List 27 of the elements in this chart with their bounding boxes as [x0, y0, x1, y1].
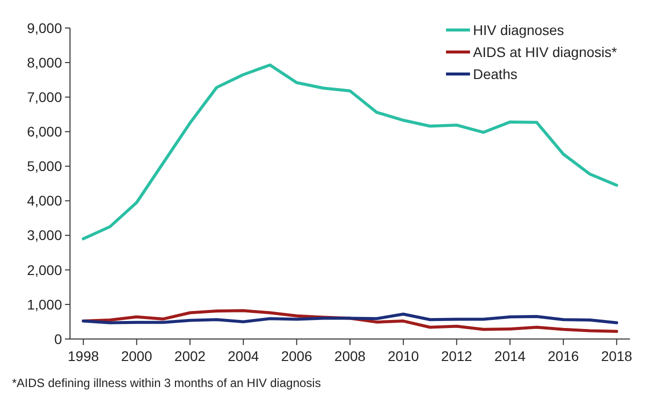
legend-label: Deaths [473, 66, 518, 82]
y-tick-label: 6,000 [26, 124, 62, 140]
x-tick-label: 2014 [494, 348, 526, 364]
x-tick-label: 1998 [68, 348, 100, 364]
x-tick-label: 2008 [334, 348, 366, 364]
legend-label: AIDS at HIV diagnosis* [473, 44, 618, 60]
y-tick-label: 2,000 [26, 262, 62, 278]
x-tick-label: 2006 [281, 348, 312, 364]
x-tick-label: 2004 [228, 348, 260, 364]
y-tick-label: 1,000 [26, 296, 62, 312]
x-tick-label: 2018 [601, 348, 632, 364]
y-tick-label: 7,000 [26, 89, 62, 106]
y-tick-label: 0 [54, 330, 62, 347]
y-tick-label: 5,000 [26, 158, 62, 174]
line-series [82, 63, 618, 240]
y-tick-label: 4,000 [26, 192, 62, 209]
x-tick-label: 2000 [121, 348, 152, 364]
y-tick-label: 9,000 [26, 20, 62, 36]
x-tick-label: 2002 [174, 348, 206, 364]
x-tick-label: 2016 [548, 348, 580, 364]
y-tick-label: 8,000 [26, 54, 62, 70]
line-series [82, 312, 618, 324]
text: *AIDS defining illness within 3 months of an HIV diagnosis [12, 376, 321, 390]
x-tick-label: 2010 [388, 348, 420, 364]
x-tick-label: 2012 [441, 348, 472, 364]
legend-label: HIV diagnoses [473, 22, 564, 38]
y-tick-label: 3,000 [26, 227, 62, 244]
